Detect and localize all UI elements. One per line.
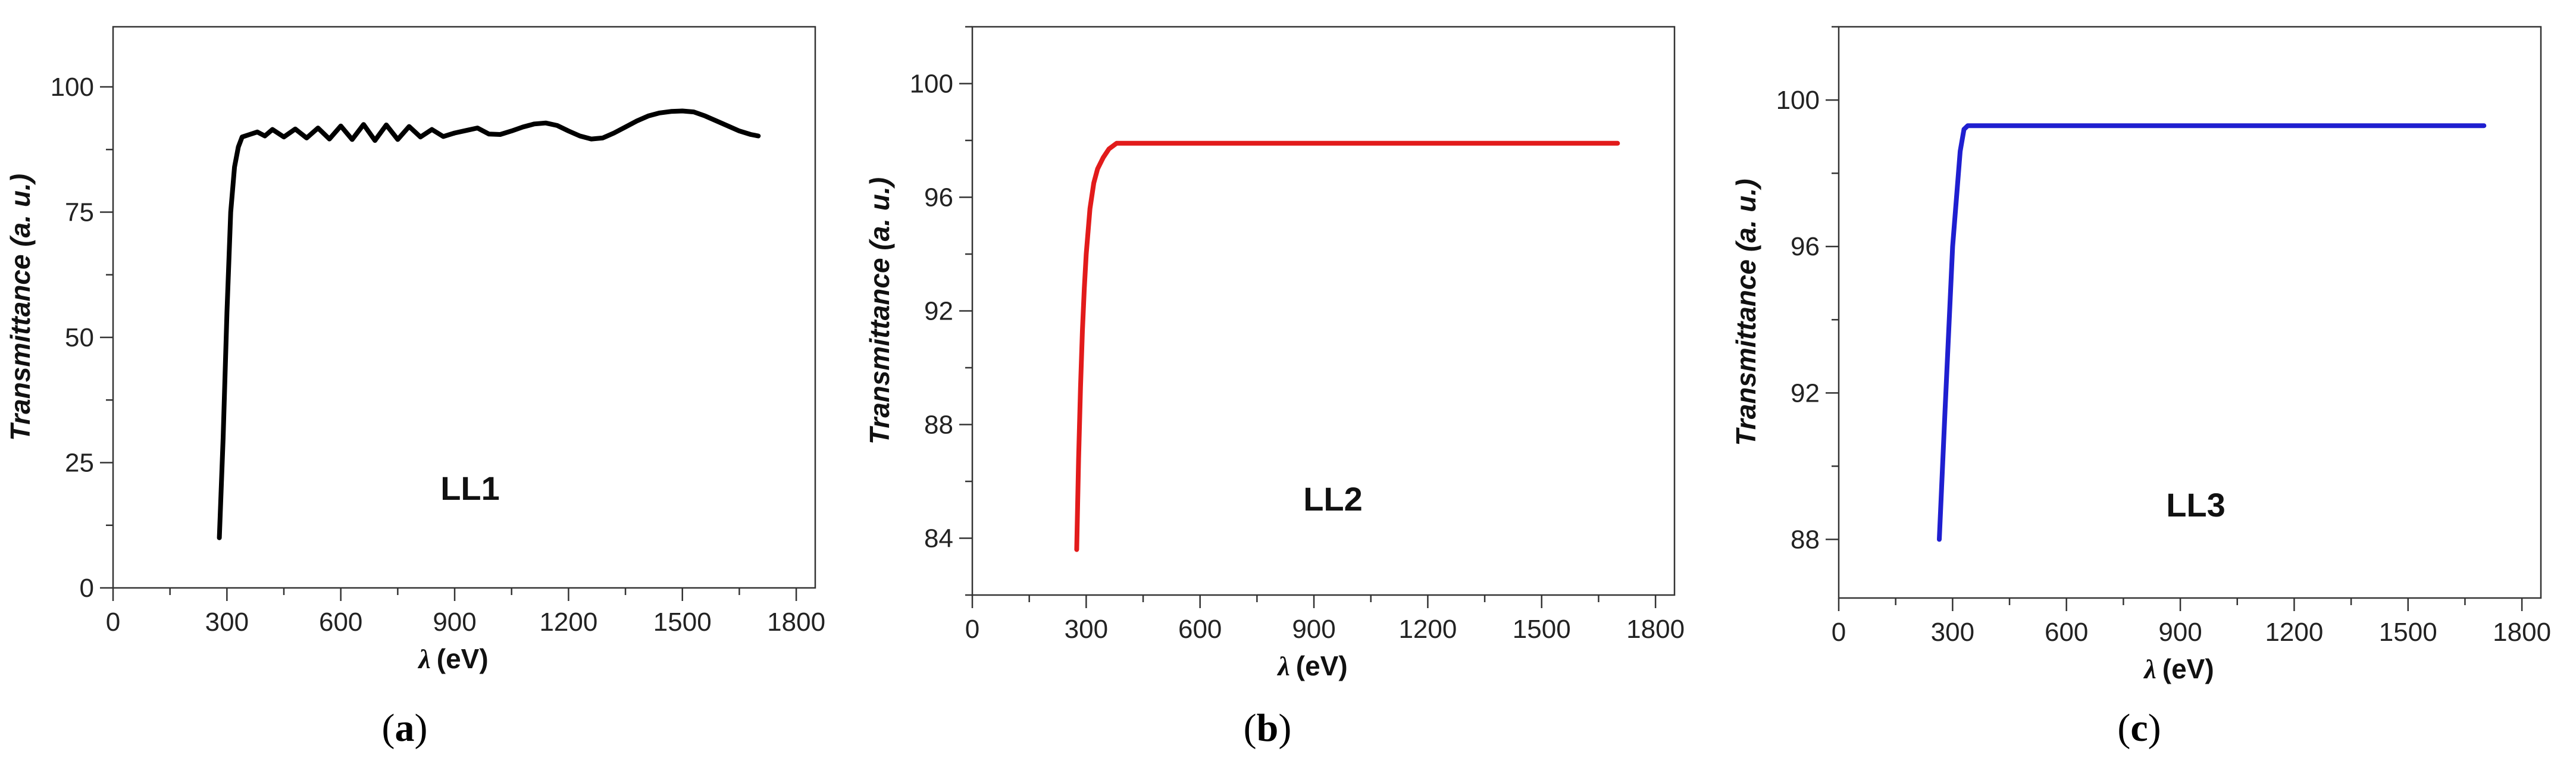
panel-b: 0 300 600 900 1200 1500 1800 84 88 92 96 100 λ (eV) Tr… (864, 26, 1685, 750)
y-tick-label: 92 (1791, 378, 1820, 408)
x-tick-label: 1200 (2265, 618, 2323, 647)
x-tick-label: 1500 (1513, 615, 1571, 644)
panel-c: 0 300 600 900 1200 1500 1800 88 92 96 100 λ (eV) Tran… (1730, 26, 2551, 750)
x-tick-label: 0 (1832, 618, 1846, 647)
x-tick-label: 0 (965, 615, 979, 644)
x-tick-label: 600 (2045, 618, 2088, 647)
y-tick-label: 92 (924, 297, 953, 326)
y-tick-label: 88 (924, 411, 953, 440)
x-axis-unit: (eV) (1296, 650, 1348, 681)
x-axis-title: λ (eV) (2143, 653, 2214, 684)
x-tick-label: 300 (1065, 615, 1108, 644)
panel-caption: (b) (1244, 706, 1292, 750)
caption-close-paren: ) (2148, 706, 2161, 750)
x-tick-label: 1200 (539, 608, 597, 637)
x-axis-unit: (eV) (2162, 653, 2214, 684)
x-tick-label: 1800 (2493, 618, 2551, 647)
x-axis-symbol: λ (1276, 651, 1289, 681)
y-tick-label: 96 (924, 183, 953, 212)
x-tick-label: 1800 (1626, 615, 1685, 644)
caption-open-paren: ( (2117, 706, 2130, 750)
y-tick-label: 100 (51, 73, 94, 102)
x-tick-label: 900 (1292, 615, 1335, 644)
x-tick-label: 900 (2158, 618, 2202, 647)
x-tick-label: 1500 (2379, 618, 2437, 647)
x-axis-symbol: λ (417, 644, 430, 674)
y-tick-label: 96 (1791, 232, 1820, 261)
series-line (1937, 123, 2487, 542)
panel-caption: (c) (2117, 706, 2161, 750)
sample-label: LL3 (2166, 486, 2226, 524)
sample-label: LL1 (440, 469, 500, 507)
x-axis-title: λ (eV) (1276, 650, 1347, 681)
y-tick-label: 100 (1776, 86, 1820, 115)
x-tick-label: 0 (106, 608, 120, 637)
x-tick-label: 1200 (1398, 615, 1457, 644)
y-tick-label: 100 (910, 70, 953, 99)
x-tick-label: 300 (1931, 618, 1974, 647)
plot-frame (112, 26, 816, 589)
x-axis-unit: (eV) (437, 643, 489, 674)
series-line (1074, 140, 1620, 552)
x-tick-label: 1800 (767, 608, 825, 637)
y-axis-title: Transmittance (a. u.) (864, 177, 895, 444)
panel-a: 0 300 600 900 1200 1500 1800 0 25 50 75 100 λ (eV) Tra… (5, 26, 825, 750)
y-tick-label: 50 (65, 323, 94, 352)
caption-letter: a (395, 706, 415, 750)
caption-open-paren: ( (1244, 706, 1257, 750)
series-line (217, 108, 761, 540)
x-tick-label: 600 (319, 608, 362, 637)
caption-close-paren: ) (415, 706, 428, 750)
x-tick-label: 900 (433, 608, 476, 637)
sample-label: LL2 (1303, 480, 1363, 518)
x-axis-title: λ (eV) (417, 643, 488, 674)
y-tick-label: 0 (80, 574, 94, 603)
x-tick-label: 300 (205, 608, 249, 637)
x-tick-label: 1500 (653, 608, 712, 637)
plot-frame (1838, 26, 2542, 599)
y-tick-label: 25 (65, 449, 94, 478)
panel-caption: (a) (382, 706, 428, 750)
x-tick-label: 600 (1178, 615, 1222, 644)
y-tick-label: 88 (1791, 525, 1820, 555)
caption-close-paren: ) (1278, 706, 1291, 750)
caption-letter: c (2130, 706, 2148, 750)
caption-open-paren: ( (382, 706, 395, 750)
y-tick-label: 84 (924, 524, 953, 553)
caption-letter: b (1257, 706, 1279, 750)
y-axis-title: Transmittance (a. u.) (5, 174, 36, 441)
x-axis-symbol: λ (2143, 654, 2156, 684)
y-tick-label: 75 (65, 198, 94, 227)
y-axis-title: Transmittance (a. u.) (1730, 179, 1761, 446)
